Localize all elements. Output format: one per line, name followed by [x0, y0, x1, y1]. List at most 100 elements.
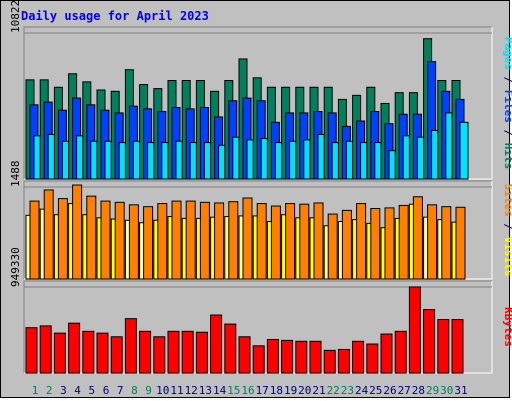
x-tick-label: 18 [270, 384, 283, 397]
kbytes-bar [337, 348, 350, 374]
kbytes-bar [210, 314, 223, 374]
visits-bar [356, 203, 367, 280]
x-tick-label: 27 [398, 384, 411, 397]
legend-part: / [502, 70, 512, 90]
x-tick-label: 22 [327, 384, 340, 397]
x-tick-label: 30 [440, 384, 453, 397]
visits-bar [370, 208, 381, 280]
x-tick-label: 9 [145, 384, 152, 397]
x-tick-label: 8 [131, 384, 138, 397]
kbytes-bar [408, 286, 421, 374]
visits-bar [384, 207, 395, 280]
visits-bar [228, 201, 239, 280]
visits-bar [29, 200, 40, 280]
x-tick-label: 10 [156, 384, 169, 397]
x-tick-label: 3 [60, 384, 67, 397]
legend-part: Pages [502, 37, 512, 70]
x-tick-label: 20 [298, 384, 311, 397]
x-tick-label: 1 [32, 384, 39, 397]
legend-part: Hits [502, 143, 512, 170]
kbytes-bar [437, 319, 450, 374]
kbytes-bar [110, 336, 123, 374]
visits-bar [398, 204, 409, 280]
x-tick-label: 7 [117, 384, 124, 397]
legend-part: / [502, 217, 512, 237]
visits-bar [143, 206, 154, 280]
legend-part: Files [502, 90, 512, 123]
kbytes-bar [68, 322, 81, 374]
x-tick-label: 28 [412, 384, 425, 397]
panel-bevel-light [24, 281, 493, 374]
axis-legend-label: Sites / Visits [502, 184, 512, 277]
kbytes-bar [25, 327, 38, 374]
visits-bar [256, 203, 267, 280]
x-tick-label: 21 [312, 384, 325, 397]
visits-bar [299, 203, 310, 280]
kbytes-bar [167, 330, 180, 374]
kbytes-bar [394, 330, 407, 374]
kbytes-bar [82, 330, 95, 374]
x-tick-label: 15 [227, 384, 240, 397]
kbytes-bar [295, 340, 308, 374]
pages-bar [459, 121, 469, 180]
legend-part: Sites [502, 184, 512, 217]
visits-bar [199, 201, 210, 280]
visits-bar [185, 200, 196, 280]
visits-bar [441, 206, 452, 280]
x-tick-label: 14 [213, 384, 227, 397]
x-tick-label: 11 [170, 384, 183, 397]
visits-bar [242, 197, 253, 280]
kbytes-bar [366, 343, 379, 374]
y-max-tick-label: 10822 [9, 1, 22, 33]
x-tick-label: 2 [46, 384, 53, 397]
visits-bar [157, 203, 168, 280]
visits-bar [100, 200, 111, 280]
visits-bar [114, 201, 125, 280]
x-tick-label: 13 [199, 384, 212, 397]
visits-bar [214, 202, 225, 280]
x-tick-label: 5 [88, 384, 95, 397]
x-tick-label: 17 [256, 384, 269, 397]
visits-bar [86, 195, 97, 280]
kbytes-bar [252, 345, 265, 374]
y-max-tick-label: 949330 [9, 247, 22, 287]
kbytes-bar [39, 325, 52, 374]
visits-bar [455, 206, 466, 280]
visits-bar [412, 196, 423, 280]
legend-part: KBytes [502, 307, 512, 347]
kbytes-bar [352, 340, 365, 374]
visits-bar [57, 198, 68, 280]
legend-part: / [502, 123, 512, 143]
x-tick-label: 4 [74, 384, 81, 397]
x-tick-label: 6 [103, 384, 110, 397]
visits-bar [72, 184, 83, 280]
axis-legend-label: KBytes [502, 307, 512, 347]
visits-bar [341, 209, 352, 280]
x-tick-label: 29 [426, 384, 439, 397]
kbytes-bar [323, 349, 336, 374]
kbytes-bar [53, 332, 66, 374]
kbytes-bar [181, 330, 194, 374]
kbytes-bar [224, 323, 237, 374]
x-tick-label: 16 [241, 384, 254, 397]
visits-bar [171, 200, 182, 280]
chart-title: Daily usage for April 2023 [21, 9, 209, 23]
kbytes-bar [380, 333, 393, 374]
visits-bar [128, 204, 139, 280]
kbytes-bar [266, 338, 279, 374]
x-tick-label: 26 [383, 384, 396, 397]
x-tick-label: 23 [341, 384, 354, 397]
x-tick-label: 24 [355, 384, 369, 397]
x-tick-label: 31 [454, 384, 467, 397]
visits-bar [313, 202, 324, 280]
kbytes-bar [153, 336, 166, 374]
kbytes-bar [423, 309, 436, 374]
visits-bar [43, 189, 54, 280]
visits-bar [327, 213, 338, 280]
kbytes-bar [281, 339, 294, 374]
kbytes-bar [195, 331, 208, 374]
visits-bar [285, 203, 296, 280]
legend-part: Visits [502, 237, 512, 277]
